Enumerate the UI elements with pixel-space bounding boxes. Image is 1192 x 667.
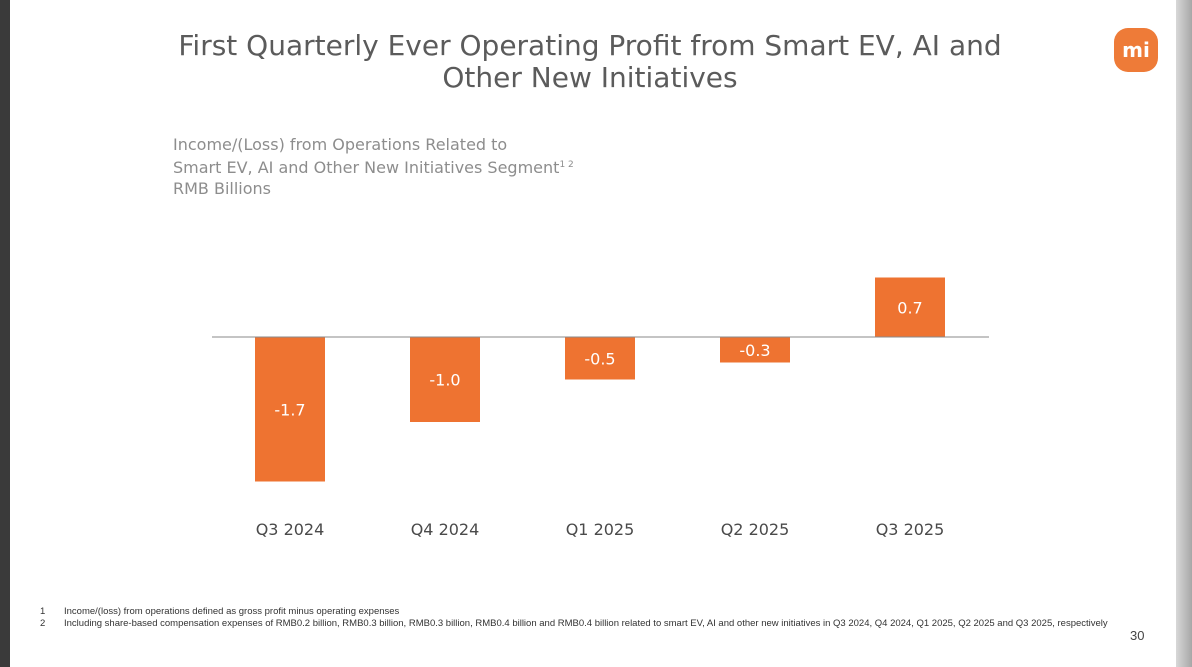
chart-subtitle-line-2-text: Smart EV, AI and Other New Initiatives S… — [173, 158, 560, 177]
data-label: -1.0 — [429, 371, 460, 390]
x-tick-label: Q3 2024 — [256, 520, 325, 539]
data-label: -0.3 — [739, 341, 770, 360]
footnote-text: Income/(loss) from operations defined as… — [64, 606, 400, 617]
footnote-number: 1 — [40, 606, 46, 617]
x-tick-label: Q1 2025 — [566, 520, 635, 539]
chart-subtitle-line-2: Smart EV, AI and Other New Initiatives S… — [173, 155, 574, 178]
slide-title: First Quarterly Ever Operating Profit fr… — [110, 30, 1070, 94]
footnote-reference: 1 2 — [559, 160, 574, 170]
bar-q3-2024 — [255, 337, 325, 482]
chart-subtitle-line-1: Income/(Loss) from Operations Related to — [173, 135, 508, 154]
bar-q1-2025 — [565, 337, 635, 380]
window-right-edge — [1176, 0, 1192, 667]
xiaomi-logo-icon: mi — [1114, 28, 1158, 72]
data-label: -1.7 — [274, 400, 305, 419]
x-tick-label: Q2 2025 — [721, 520, 790, 539]
x-tick-label: Q3 2025 — [876, 520, 945, 539]
footnote-text: Including share-based compensation expen… — [64, 618, 1108, 629]
chart-subtitle: Income/(Loss) from Operations Related to… — [173, 134, 574, 199]
footnote-2: 2 Including share-based compensation exp… — [40, 618, 1110, 630]
bar-chart: -1.7 Q3 2024 -1.0 Q4 2024 -0.5 Q1 2025 -0.3 Q2 … — [212, 277, 989, 539]
data-label: 0.7 — [897, 298, 922, 317]
chart-unit-label: RMB Billions — [173, 179, 272, 198]
bar-q4-2024 — [410, 337, 480, 422]
page-number: 30 — [1130, 628, 1145, 643]
slide-title-line-1: First Quarterly Ever Operating Profit fr… — [178, 29, 1002, 62]
footnote-number: 2 — [40, 618, 46, 629]
footnotes: 1 Income/(loss) from operations defined … — [40, 606, 1110, 630]
bar-q3-2025 — [875, 277, 945, 337]
slide-title-line-2: Other New Initiatives — [442, 61, 738, 94]
window-left-edge — [0, 0, 10, 667]
x-tick-label: Q4 2024 — [411, 520, 480, 539]
data-label: -0.5 — [584, 349, 615, 368]
bar-q2-2025 — [720, 337, 790, 363]
footnote-1: 1 Income/(loss) from operations defined … — [40, 606, 1110, 618]
